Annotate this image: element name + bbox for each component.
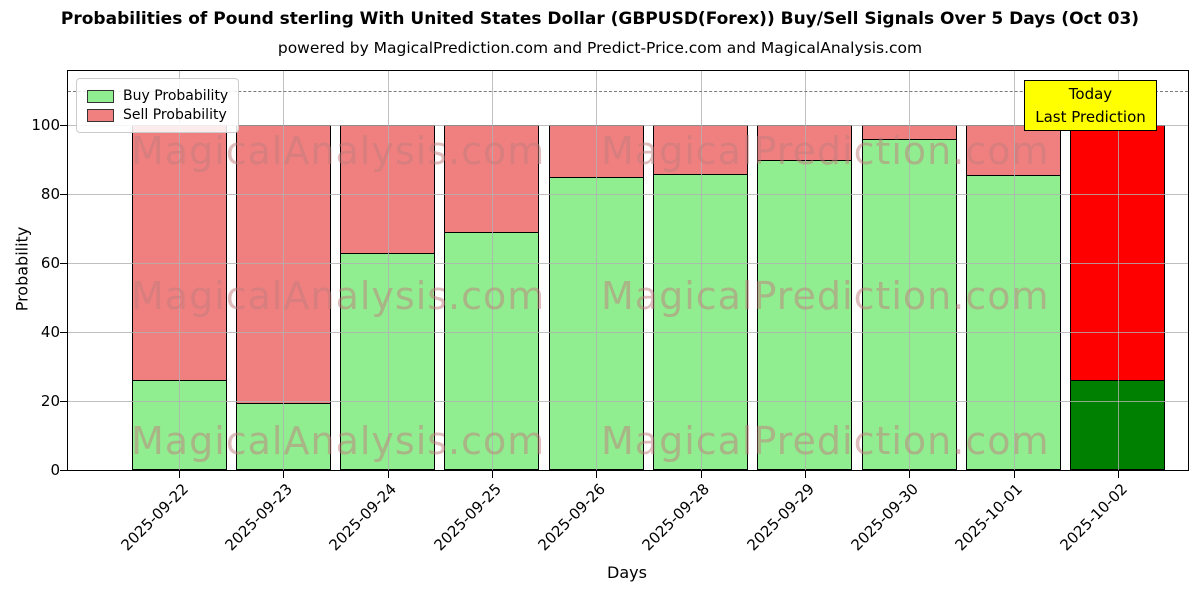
plot-area: Buy Probability Sell Probability Today L… — [31, 70, 1189, 554]
y-tick-label: 20 — [40, 392, 60, 411]
x-gridline — [596, 71, 598, 470]
y-gridline — [68, 194, 1188, 196]
x-tick-label: 2025-09-29 — [743, 480, 818, 555]
x-gridline — [909, 71, 911, 470]
x-gridline — [387, 71, 389, 470]
x-tick-label: 2025-09-26 — [534, 480, 610, 555]
x-tick-label: 2025-09-22 — [117, 480, 192, 555]
sell-swatch-icon — [87, 108, 114, 122]
x-tick-mark — [387, 470, 389, 478]
x-gridline — [179, 71, 180, 470]
x-tick-mark — [804, 470, 806, 478]
x-gridline — [1117, 71, 1119, 470]
x-tick-mark — [283, 470, 285, 478]
x-tick-label: 2025-10-01 — [951, 480, 1027, 555]
watermark-right: MagicalPrediction.com — [601, 419, 1050, 463]
today-annotation: Today Last Prediction — [1024, 80, 1157, 131]
y-tick-label: 60 — [40, 254, 60, 273]
watermark-left: MagicalAnalysis.com — [131, 419, 546, 463]
watermark-left: MagicalAnalysis.com — [131, 129, 546, 173]
watermark-left: MagicalAnalysis.com — [131, 274, 546, 318]
legend: Buy Probability Sell Probability — [76, 78, 240, 133]
legend-item-sell: Sell Probability — [87, 107, 228, 123]
legend-label-buy: Buy Probability — [123, 88, 229, 104]
x-tick-label: 2025-09-30 — [847, 480, 923, 555]
x-tick-mark — [909, 470, 911, 478]
y-tick-label: 0 — [50, 461, 60, 479]
dashed-threshold-line — [68, 90, 1188, 92]
chart-title: Probabilities of Pound sterling With Uni… — [60, 9, 1140, 29]
x-axis-label: Days — [607, 563, 647, 582]
y-gridline — [68, 401, 1188, 403]
x-tick-label: 2025-09-24 — [326, 480, 401, 555]
x-tick-label: 2025-09-25 — [430, 480, 505, 555]
x-tick-mark — [179, 470, 180, 478]
x-tick-mark — [491, 470, 493, 478]
x-gridline — [491, 71, 493, 470]
x-tick-mark — [1117, 470, 1119, 478]
x-tick-mark — [596, 470, 598, 478]
x-tick-label: 2025-09-23 — [221, 480, 297, 555]
y-tick-mark — [60, 401, 68, 403]
chart-subtitle: powered by MagicalPrediction.com and Pre… — [277, 39, 923, 57]
today-annotation-line2: Last Prediction — [1035, 107, 1146, 126]
x-gridline — [804, 71, 806, 470]
legend-item-buy: Buy Probability — [87, 88, 228, 104]
y-gridline — [68, 263, 1188, 265]
y-tick-label: 40 — [40, 323, 60, 342]
x-tick-mark — [700, 470, 702, 478]
y-gridline — [68, 332, 1188, 334]
y-tick-mark — [60, 125, 68, 127]
x-gridline — [700, 71, 702, 470]
watermark-right: MagicalPrediction.com — [601, 274, 1050, 318]
x-tick-mark — [1013, 470, 1015, 478]
watermark-right: MagicalPrediction.com — [601, 129, 1050, 173]
legend-label-sell: Sell Probability — [123, 107, 227, 123]
today-annotation-line1: Today — [1068, 85, 1113, 103]
y-tick-label: 80 — [40, 185, 60, 204]
x-tick-label: 2025-10-02 — [1056, 480, 1131, 555]
buy-swatch-icon — [87, 89, 114, 103]
y-tick-mark — [60, 194, 68, 196]
y-gridline — [68, 125, 1188, 127]
x-tick-label: 2025-09-28 — [638, 480, 714, 555]
x-gridline — [283, 71, 285, 470]
y-tick-mark — [60, 263, 68, 265]
x-gridline — [1013, 71, 1015, 470]
y-tick-label: 100 — [31, 116, 60, 135]
y-tick-mark — [60, 332, 68, 334]
y-tick-mark — [60, 470, 68, 471]
